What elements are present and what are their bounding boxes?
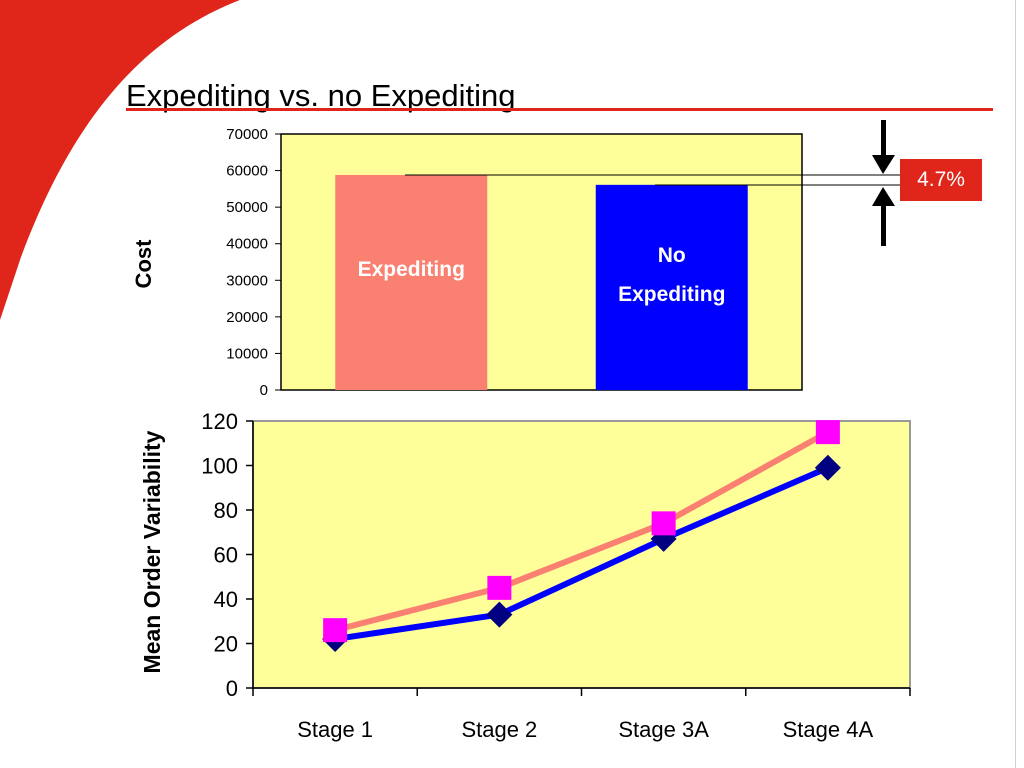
difference-badge: 4.7%	[900, 159, 982, 201]
line-y-tick-label: 80	[214, 498, 238, 523]
bar-data-label: No	[658, 244, 686, 267]
series-2-point	[814, 454, 841, 481]
line-x-tick-label: Stage 2	[461, 717, 537, 742]
gray-border-line	[1015, 0, 1016, 768]
arrow-up-icon	[872, 187, 895, 246]
series-1-line	[334, 429, 830, 634]
series-1-point	[651, 511, 676, 536]
line-y-tick-label: 100	[201, 454, 238, 479]
bar-y-tick-label: 60000	[226, 163, 268, 180]
bar-y-axis-label: Cost	[131, 239, 156, 289]
bar-y-tick-label: 50000	[226, 199, 268, 216]
bar-y-tick-label: 30000	[226, 272, 268, 289]
series-2-line	[334, 464, 830, 643]
red-swoosh	[0, 0, 240, 320]
line-y-tick-label: 60	[214, 543, 238, 568]
bar-y-tick-label: 0	[260, 382, 268, 399]
bar-2	[595, 184, 748, 390]
series-1-point	[487, 575, 512, 600]
bar-data-label: Expediting	[358, 258, 465, 281]
series-1-point	[323, 618, 348, 643]
series-2-point	[486, 601, 513, 628]
line-y-tick-label: 0	[226, 676, 238, 701]
arrow-down-icon	[872, 120, 895, 174]
series-1-point	[815, 420, 840, 445]
line-x-tick-label: Stage 3A	[618, 717, 709, 742]
bar-y-tick-label: 40000	[226, 236, 268, 253]
bar-1	[335, 174, 488, 390]
line-x-tick-label: Stage 4A	[783, 717, 874, 742]
bar-y-tick-label: 70000	[226, 126, 268, 143]
bar-data-label: Expediting	[618, 283, 725, 306]
line-y-tick-label: 40	[214, 587, 238, 612]
line-y-tick-label: 20	[214, 632, 238, 657]
slide-title: Expediting vs. no Expediting	[126, 78, 516, 113]
line-y-axis-label: Mean Order Variability	[139, 430, 165, 673]
bar-y-tick-label: 20000	[226, 309, 268, 326]
line-y-tick-label: 120	[201, 409, 238, 434]
title-rule	[126, 108, 993, 111]
line-x-tick-label: Stage 1	[297, 717, 373, 742]
bar-y-tick-label: 10000	[226, 345, 268, 362]
